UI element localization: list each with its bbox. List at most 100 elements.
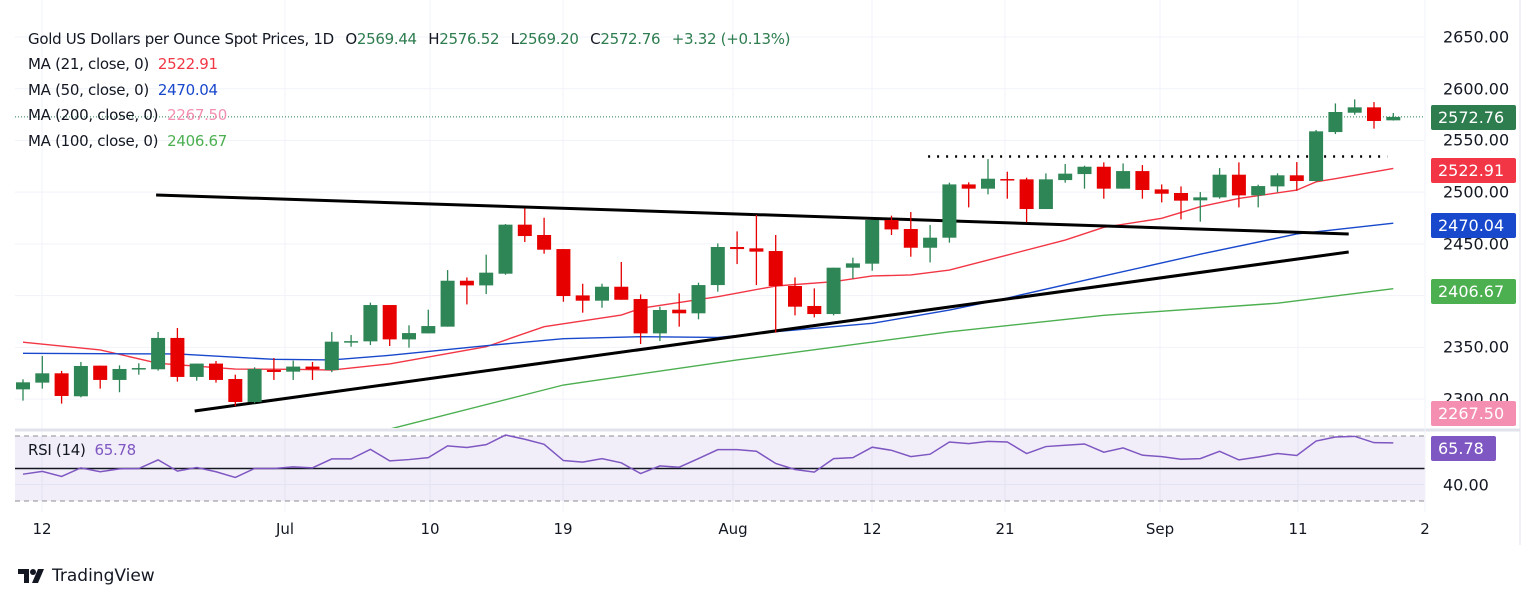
candle-body: [1251, 186, 1266, 196]
candle-body: [749, 248, 764, 252]
candle: [402, 325, 416, 348]
ma-label: MA (200, close, 0): [28, 106, 159, 124]
rsi-line: [22, 434, 1394, 479]
candle-body: [363, 305, 378, 342]
candle: [1251, 184, 1266, 208]
ma100-badge: 2406.67: [1431, 279, 1516, 304]
candle: [923, 225, 938, 263]
candle-body: [845, 263, 860, 268]
candle-body: [1289, 175, 1304, 182]
candle: [440, 270, 455, 327]
open-value: 2569.44: [356, 30, 417, 48]
ma100-line: [391, 288, 1394, 428]
candle: [421, 309, 436, 334]
candle-body: [112, 368, 127, 380]
candle-body: [1000, 179, 1015, 181]
candle-body: [151, 337, 166, 370]
candle-body: [324, 341, 339, 371]
candle-body: [1116, 171, 1131, 189]
logo-text: TradingView: [52, 566, 155, 586]
candle-body: [1347, 107, 1362, 113]
candle-body: [981, 178, 995, 189]
candle: [35, 355, 50, 389]
candle-body: [305, 366, 320, 370]
candle: [131, 363, 146, 375]
candle: [575, 283, 590, 313]
candle: [633, 294, 648, 345]
candle-body: [189, 363, 204, 377]
last-price-badge: 2572.76: [1431, 105, 1516, 130]
candle-body: [1212, 174, 1227, 198]
candle-body: [421, 326, 436, 334]
candle-body: [440, 280, 455, 327]
candle-body: [730, 247, 745, 250]
trendlines[interactable]: [156, 155, 1388, 413]
tradingview-logo[interactable]: TradingView: [18, 566, 155, 586]
high-value: 2576.52: [439, 30, 500, 48]
candle-body: [266, 370, 281, 372]
candles: [16, 99, 1401, 407]
candle: [672, 293, 687, 327]
candle-body: [73, 365, 88, 397]
candle: [1347, 99, 1362, 115]
candle-body: [1154, 189, 1169, 194]
candle-body: [517, 224, 532, 237]
time-tick: 11: [1288, 520, 1308, 538]
candle: [228, 374, 243, 407]
ma-value: 2267.50: [167, 106, 228, 124]
candle: [1270, 173, 1285, 193]
candle: [517, 208, 532, 243]
candle: [845, 257, 860, 279]
candle-body: [865, 220, 880, 264]
symbol-title[interactable]: Gold US Dollars per Ounce Spot Prices, 1…: [28, 30, 334, 48]
candle: [865, 220, 880, 271]
candle-body: [691, 285, 706, 314]
low-value: 2569.20: [518, 30, 579, 48]
candle-body: [710, 247, 725, 286]
time-tick: 2: [1420, 520, 1430, 538]
candle: [1309, 130, 1324, 182]
candle-body: [1135, 171, 1150, 191]
candle: [1212, 168, 1227, 199]
close-label: C: [590, 30, 601, 48]
symbol-legend: Gold US Dollars per Ounce Spot Prices, 1…: [28, 30, 791, 48]
candle: [1328, 103, 1343, 135]
open-label: O: [345, 30, 357, 48]
candle: [1077, 165, 1092, 189]
price-tick: 2350.00: [1443, 337, 1510, 357]
candle-body: [286, 366, 301, 372]
candle: [768, 235, 783, 333]
support-trendline[interactable]: [194, 250, 1349, 413]
candle: [93, 365, 108, 389]
candle-body: [595, 286, 609, 301]
candle-body: [402, 333, 416, 340]
time-tick: 12: [862, 520, 882, 538]
resistance-trendline[interactable]: [156, 193, 1349, 236]
ma200-badge: 2267.50: [1431, 401, 1516, 426]
candle: [903, 212, 918, 257]
price-tick: 2550.00: [1443, 130, 1510, 150]
candle: [1038, 173, 1053, 210]
time-tick: 21: [995, 520, 1015, 538]
candle: [788, 277, 802, 316]
candle: [459, 277, 474, 305]
ma50-badge: 2470.04: [1431, 213, 1516, 238]
rsi-series: [22, 434, 1394, 479]
ma-legend-item[interactable]: MA (21, close, 0) 2522.91: [28, 55, 218, 73]
candle-body: [54, 373, 69, 396]
candle: [884, 215, 899, 236]
candle: [286, 360, 301, 380]
candle: [1058, 164, 1073, 183]
ma-legend-item[interactable]: MA (200, close, 0) 2267.50: [28, 106, 227, 124]
rsi-label[interactable]: RSI (14): [28, 441, 86, 459]
candle-body: [807, 305, 822, 315]
candle: [691, 282, 706, 320]
candle-body: [479, 272, 494, 286]
high-label: H: [428, 30, 440, 48]
candle-body: [16, 382, 30, 390]
ma-legend-item[interactable]: MA (50, close, 0) 2470.04: [28, 81, 218, 99]
candle: [266, 358, 281, 380]
ma-value: 2522.91: [157, 55, 218, 73]
ma-legend-item[interactable]: MA (100, close, 0) 2406.67: [28, 132, 227, 150]
